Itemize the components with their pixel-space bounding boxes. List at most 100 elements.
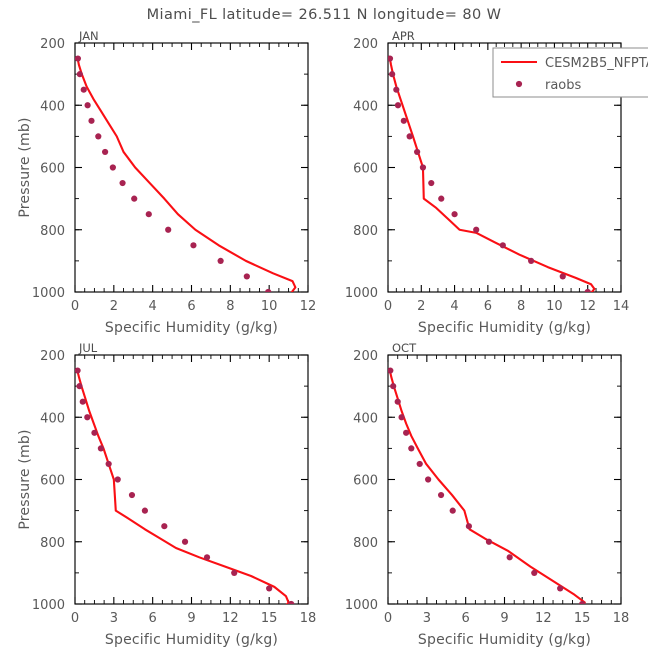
obs-marker (584, 288, 591, 292)
obs-marker (473, 226, 480, 233)
y-tick-label: 400 (353, 411, 378, 426)
y-tick-label: 200 (353, 349, 378, 364)
obs-marker (75, 367, 81, 374)
legend-marker-swatch (515, 80, 523, 88)
y-tick-label: 800 (40, 224, 65, 239)
x-tick-label: 18 (300, 611, 317, 626)
x-tick-label: 6 (462, 611, 470, 626)
y-tick-label: 1000 (32, 286, 65, 301)
obs-marker (531, 569, 538, 576)
model-curve (388, 367, 586, 604)
x-tick-label: 6 (187, 299, 195, 314)
obs-marker (419, 164, 427, 171)
obs-marker (88, 117, 95, 124)
x-axis-title: Specific Humidity (g/kg) (105, 320, 278, 336)
x-tick-label: 8 (517, 299, 525, 314)
obs-marker (181, 538, 189, 545)
plot-frame (387, 354, 622, 605)
x-tick-label: 10 (261, 299, 278, 314)
y-tick-label: 600 (353, 162, 378, 177)
panel-group: 0 2 4 6 8 10 12 200 400 600 800 1000 JAN Specific Hum… (17, 29, 629, 648)
x-tick-label: 18 (613, 611, 630, 626)
obs-marker (203, 554, 211, 561)
obs-marker (76, 71, 83, 78)
series-layer (75, 55, 297, 292)
obs-marker (438, 195, 445, 202)
obs-marker (465, 523, 472, 530)
series-layer (388, 55, 596, 292)
x-axis-title: Specific Humidity (g/kg) (418, 320, 591, 336)
obs-marker (243, 273, 250, 280)
x-tick-label: 9 (187, 611, 195, 626)
obs-marker (388, 55, 394, 62)
obs-marker (579, 600, 586, 604)
x-tick-label: 15 (261, 611, 278, 626)
x-tick-label: 3 (110, 611, 118, 626)
x-tick-label: 12 (535, 611, 552, 626)
y-tick-label: 1000 (345, 598, 378, 613)
y-axis-title: Pressure (mb) (17, 117, 33, 217)
obs-marker (416, 460, 423, 468)
obs-marker (414, 148, 421, 156)
y-tick-label: 800 (40, 536, 65, 551)
chart-panel-jan: 0 2 4 6 8 10 12 200 400 600 800 1000 JAN Specific Hum… (17, 29, 316, 336)
obs-marker (559, 273, 566, 280)
model-curve (76, 55, 297, 292)
x-tick-label: 2 (417, 299, 425, 314)
obs-marker (84, 414, 91, 421)
obs-marker (76, 383, 83, 390)
obs-marker (109, 164, 116, 171)
obs-marker (165, 226, 172, 233)
obs-marker (75, 55, 82, 62)
plot-frame (74, 354, 309, 605)
x-tick-label: 6 (149, 611, 157, 626)
y-tick-label: 200 (40, 349, 65, 364)
series-layer (75, 367, 295, 604)
obs-marker (288, 600, 295, 604)
x-tick-label: 12 (222, 611, 239, 626)
obs-marker (400, 117, 407, 124)
obs-marker (406, 133, 413, 140)
x-tick-label: 10 (546, 299, 563, 314)
obs-marker (428, 179, 435, 187)
obs-marker (80, 86, 87, 93)
obs-marker (95, 133, 102, 140)
obs-marker (119, 179, 126, 187)
panel-label-jul: JUL (78, 341, 98, 355)
chart-panel-oct: 0 3 6 9 12 15 18 200 400 600 800 1000 OCT Specific Hu… (345, 341, 629, 648)
obs-marker (437, 491, 445, 499)
x-tick-label: 9 (500, 611, 508, 626)
obs-marker (393, 86, 400, 93)
obs-marker (161, 523, 168, 530)
obs-marker (403, 429, 410, 436)
obs-marker (105, 460, 112, 468)
x-tick-label: 14 (613, 299, 630, 314)
obs-marker (131, 195, 138, 202)
obs-marker (390, 383, 397, 390)
y-tick-label: 800 (353, 224, 378, 239)
obs-marker (425, 476, 432, 483)
chart-panel-jul: 0 3 6 9 12 15 18 200 400 600 800 1000 JUL Specific Hu… (17, 341, 316, 648)
x-tick-label: 4 (149, 299, 157, 314)
panel-label-jan: JAN (78, 29, 99, 43)
y-tick-label: 200 (40, 37, 65, 52)
obs-marker (485, 538, 493, 545)
obs-marker (449, 507, 456, 514)
x-tick-label: 0 (384, 611, 392, 626)
y-tick-label: 400 (40, 411, 65, 426)
x-axis-title: Specific Humidity (g/kg) (105, 632, 278, 648)
model-curve (75, 367, 290, 604)
obs-marker (394, 398, 401, 405)
y-axis-title: Pressure (mb) (17, 429, 33, 529)
panel-label-oct: OCT (392, 341, 417, 355)
x-axis-title: Specific Humidity (g/kg) (418, 632, 591, 648)
y-tick-label: 400 (353, 99, 378, 114)
obs-marker (79, 398, 86, 405)
y-tick-label: 1000 (32, 598, 65, 613)
obs-marker (394, 102, 402, 109)
obs-marker (217, 257, 224, 264)
obs-marker (97, 445, 104, 452)
obs-marker (145, 211, 152, 218)
obs-marker (265, 288, 272, 292)
